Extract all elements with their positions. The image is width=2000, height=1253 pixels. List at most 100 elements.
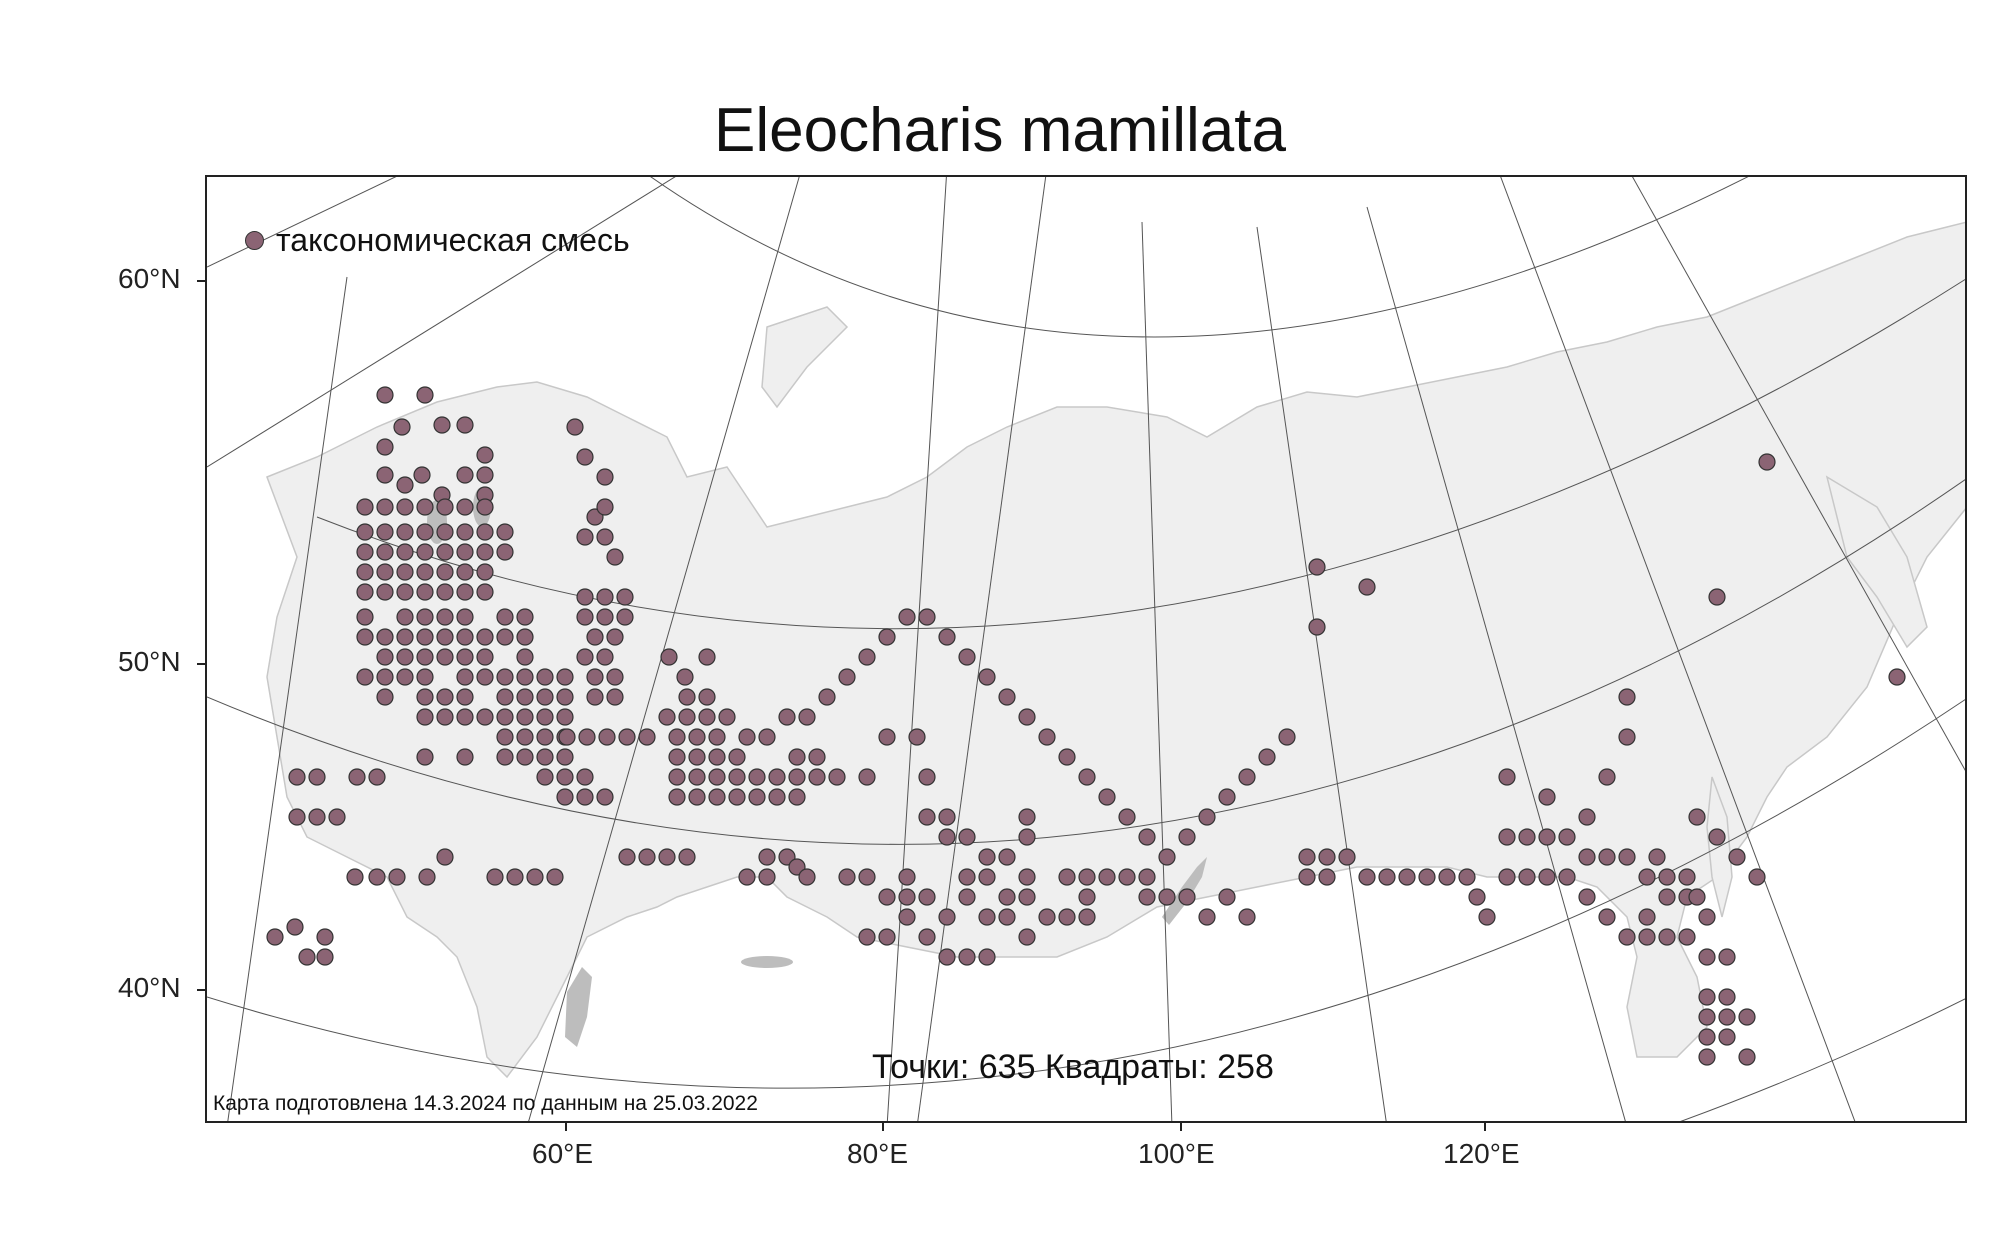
occurrence-point xyxy=(556,708,574,726)
occurrence-point xyxy=(718,708,736,726)
occurrence-point xyxy=(376,466,394,484)
occurrence-point xyxy=(1308,558,1326,576)
occurrence-point xyxy=(658,848,676,866)
occurrence-point xyxy=(1718,1028,1736,1046)
occurrence-point xyxy=(496,543,514,561)
occurrence-point xyxy=(998,888,1016,906)
occurrence-point xyxy=(778,708,796,726)
lat-tick-40 xyxy=(197,989,205,991)
occurrence-point xyxy=(1178,888,1196,906)
occurrence-point xyxy=(1888,668,1906,686)
occurrence-point xyxy=(1078,868,1096,886)
occurrence-point xyxy=(1718,1008,1736,1026)
occurrence-point xyxy=(1238,768,1256,786)
occurrence-point xyxy=(738,728,756,746)
occurrence-point xyxy=(688,748,706,766)
meridian-line xyxy=(227,276,348,1121)
occurrence-point xyxy=(748,788,766,806)
occurrence-point xyxy=(1018,828,1036,846)
parallel-line xyxy=(650,177,1749,338)
occurrence-point xyxy=(393,418,411,436)
occurrence-point xyxy=(1698,908,1716,926)
meridian-line xyxy=(207,177,397,268)
occurrence-point xyxy=(728,768,746,786)
meridian-line xyxy=(1366,206,1626,1121)
occurrence-point xyxy=(356,498,374,516)
occurrence-point xyxy=(596,788,614,806)
occurrence-point xyxy=(586,688,604,706)
occurrence-point xyxy=(908,728,926,746)
meridian-line xyxy=(917,177,1047,1121)
occurrence-point xyxy=(416,543,434,561)
occurrence-point xyxy=(1258,748,1276,766)
occurrence-point xyxy=(768,768,786,786)
occurrence-point xyxy=(328,808,346,826)
occurrence-point xyxy=(476,446,494,464)
occurrence-point xyxy=(678,688,696,706)
occurrence-point xyxy=(433,416,451,434)
occurrence-point xyxy=(596,528,614,546)
occurrence-point xyxy=(668,788,686,806)
occurrence-point xyxy=(376,498,394,516)
occurrence-point xyxy=(556,688,574,706)
occurrence-point xyxy=(638,728,656,746)
occurrence-point xyxy=(376,386,394,404)
occurrence-point xyxy=(576,448,594,466)
occurrence-point xyxy=(1218,788,1236,806)
occurrence-point xyxy=(788,748,806,766)
occurrence-point xyxy=(708,788,726,806)
occurrence-point xyxy=(436,628,454,646)
occurrence-point xyxy=(356,628,374,646)
occurrence-point xyxy=(708,768,726,786)
occurrence-point xyxy=(396,498,414,516)
lon-label-60: 60°E xyxy=(532,1138,594,1169)
graticule xyxy=(207,177,1965,1121)
occurrence-point xyxy=(1018,708,1036,726)
occurrence-point xyxy=(1598,908,1616,926)
parallel-line xyxy=(1680,998,1965,1121)
map-canvas xyxy=(207,177,1965,1121)
occurrence-point xyxy=(606,668,624,686)
occurrence-point xyxy=(436,563,454,581)
occurrence-point xyxy=(476,583,494,601)
occurrence-point xyxy=(556,668,574,686)
occurrence-point xyxy=(576,588,594,606)
occurrence-point xyxy=(456,498,474,516)
occurrence-point xyxy=(586,628,604,646)
occurrence-point xyxy=(456,608,474,626)
occurrence-point xyxy=(556,748,574,766)
occurrence-point xyxy=(516,648,534,666)
occurrence-point xyxy=(688,788,706,806)
occurrence-point xyxy=(678,708,696,726)
occurrence-point xyxy=(606,688,624,706)
occurrence-point xyxy=(1218,888,1236,906)
water-balkhash xyxy=(741,956,793,968)
occurrence-point xyxy=(818,688,836,706)
occurrence-point xyxy=(1198,908,1216,926)
occurrence-point xyxy=(958,648,976,666)
occurrence-point xyxy=(496,608,514,626)
parallel-line xyxy=(207,479,1965,845)
legend-label: таксономическая смесь xyxy=(276,222,630,258)
occurrence-point xyxy=(1178,828,1196,846)
occurrence-point xyxy=(1718,988,1736,1006)
occurrence-point xyxy=(536,708,554,726)
occurrence-point xyxy=(1638,908,1656,926)
occurrence-point xyxy=(698,708,716,726)
occurrence-point xyxy=(298,948,316,966)
occurrence-point xyxy=(516,608,534,626)
occurrence-point xyxy=(828,768,846,786)
occurrence-point xyxy=(496,523,514,541)
occurrence-point xyxy=(368,768,386,786)
occurrence-point xyxy=(1118,868,1136,886)
occurrence-point xyxy=(356,563,374,581)
occurrence-point xyxy=(596,648,614,666)
occurrence-point xyxy=(316,948,334,966)
occurrence-point xyxy=(606,628,624,646)
occurrence-point xyxy=(688,728,706,746)
occurrence-point xyxy=(1078,768,1096,786)
occurrence-point xyxy=(1498,868,1516,886)
occurrence-point xyxy=(898,608,916,626)
occurrence-point xyxy=(396,523,414,541)
occurrence-point xyxy=(476,708,494,726)
